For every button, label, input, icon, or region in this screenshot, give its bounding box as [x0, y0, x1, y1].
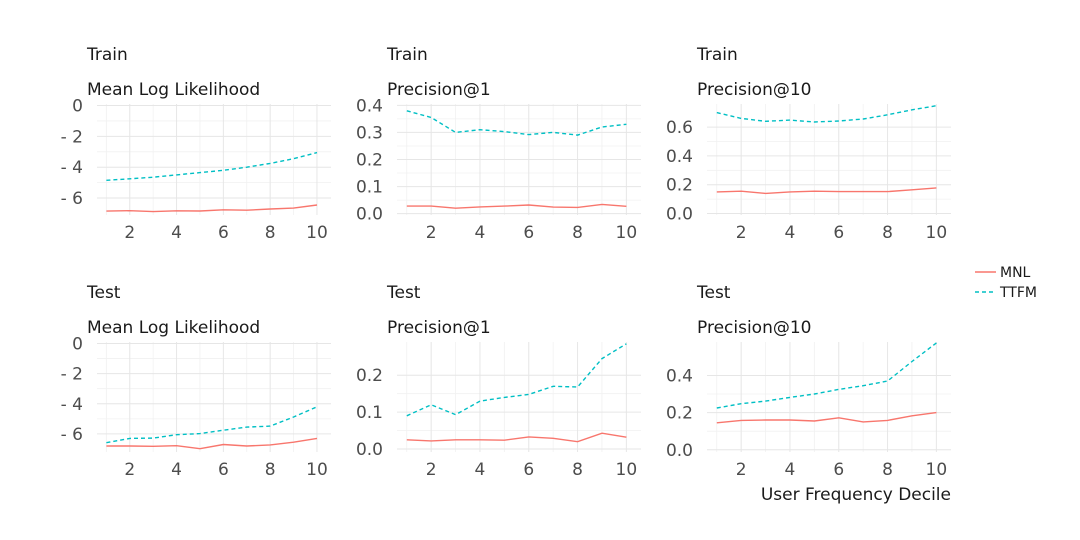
- facet-split-label: Train: [86, 45, 128, 65]
- series-line-mnl: [716, 187, 937, 195]
- series-line-mnl: [106, 437, 318, 450]
- y-tick-label: 0.2: [666, 404, 693, 424]
- facet-metric-label: Precision@1: [387, 80, 491, 100]
- y-tick-label: 0.6: [666, 118, 693, 138]
- facet-split-label: Train: [696, 45, 738, 65]
- y-tick-label: - 6: [61, 425, 83, 445]
- y-tick-label: - 4: [61, 158, 83, 178]
- x-tick-label: 10: [306, 223, 328, 243]
- legend-label-ttfm: TTFM: [999, 285, 1037, 301]
- y-tick-label: - 2: [61, 365, 83, 385]
- x-tick-label: 4: [475, 223, 486, 243]
- x-tick-label: 8: [882, 223, 893, 243]
- x-tick-label: 2: [426, 460, 437, 480]
- y-tick-label: 0: [72, 335, 83, 355]
- panel-3: 2 4 6 8 10 0.0 0.2 0.4 0.6 Train Precision@10: [666, 45, 951, 243]
- facet-split-label: Test: [696, 283, 731, 303]
- x-tick-label: 2: [124, 460, 135, 480]
- y-tick-label: 0.4: [666, 147, 693, 167]
- x-tick-label: 10: [306, 460, 328, 480]
- x-tick-label: 6: [218, 223, 229, 243]
- x-tick-label: 8: [265, 223, 276, 243]
- y-tick-label: - 6: [61, 189, 83, 209]
- y-tick-label: 0.0: [356, 205, 383, 225]
- x-axis-title: User Frequency Decile: [761, 485, 951, 505]
- x-tick-label: 4: [475, 460, 486, 480]
- y-tick-label: 0.3: [356, 123, 383, 143]
- y-tick-label: 0.4: [666, 366, 693, 386]
- y-tick-label: 0: [72, 97, 83, 117]
- facet-metric-label: Precision@10: [697, 318, 811, 338]
- facet-metric-label: Mean Log Likelihood: [87, 80, 260, 100]
- series-line-mnl: [106, 204, 318, 213]
- series-line-ttfm: [406, 343, 627, 417]
- x-tick-label: 4: [785, 223, 796, 243]
- y-tick-label: 0.1: [356, 178, 383, 198]
- x-tick-label: 8: [572, 460, 583, 480]
- x-tick-label: 10: [926, 223, 948, 243]
- facet-metric-label: Precision@10: [697, 80, 811, 100]
- y-tick-label: 0.1: [356, 403, 383, 423]
- series-line-mnl: [406, 432, 627, 443]
- series-line-mnl: [716, 411, 937, 424]
- x-tick-label: 6: [833, 223, 844, 243]
- x-tick-label: 8: [265, 460, 276, 480]
- y-tick-label: 0.0: [666, 441, 693, 461]
- x-tick-label: 6: [218, 460, 229, 480]
- x-tick-label: 8: [882, 460, 893, 480]
- series-line-ttfm: [406, 110, 627, 136]
- x-tick-label: 8: [572, 223, 583, 243]
- series-line-ttfm: [716, 342, 937, 409]
- x-tick-label: 6: [833, 460, 844, 480]
- x-tick-label: 10: [616, 460, 638, 480]
- panel-4: 2 4 6 8 10 0 - 2 - 4 - 6 Test Mean Log Likelihood: [61, 283, 331, 480]
- x-tick-label: 10: [616, 223, 638, 243]
- x-tick-label: 2: [426, 223, 437, 243]
- x-tick-label: 2: [124, 223, 135, 243]
- y-tick-label: 0.2: [666, 176, 693, 196]
- legend: MNL TTFM: [975, 265, 1037, 301]
- series-line-ttfm: [716, 105, 937, 123]
- x-tick-label: 2: [736, 223, 747, 243]
- y-tick-label: 0.2: [356, 366, 383, 386]
- x-tick-label: 2: [736, 460, 747, 480]
- series-line-ttfm: [106, 151, 318, 181]
- legend-label-mnl: MNL: [1000, 265, 1031, 281]
- panel-1: 2 4 6 8 10 0 - 2 - 4 - 6 Train Mean Log Likelihood: [61, 45, 331, 243]
- facet-metric-label: Precision@1: [387, 318, 491, 338]
- y-tick-label: - 2: [61, 127, 83, 147]
- y-tick-label: 0.0: [666, 205, 693, 225]
- y-tick-label: 0.2: [356, 151, 383, 171]
- panel-2: 2 4 6 8 10 0.0 0.1 0.2 0.3 0.4 Train Precision@1: [356, 45, 641, 243]
- x-tick-label: 6: [523, 223, 534, 243]
- y-tick-label: 0.4: [356, 96, 383, 116]
- x-tick-label: 4: [785, 460, 796, 480]
- series-line-mnl: [406, 203, 627, 209]
- facet-split-label: Test: [86, 283, 121, 303]
- panel-5: 2 4 6 8 10 0.0 0.1 0.2 Test Precision@1: [356, 283, 641, 480]
- x-tick-label: 4: [171, 460, 182, 480]
- facet-split-label: Train: [386, 45, 428, 65]
- series-line-ttfm: [106, 406, 318, 444]
- y-tick-label: 0.0: [356, 440, 383, 460]
- x-tick-label: 4: [171, 223, 182, 243]
- facet-metric-label: Mean Log Likelihood: [87, 318, 260, 338]
- x-tick-label: 10: [926, 460, 948, 480]
- y-tick-label: - 4: [61, 395, 83, 415]
- x-tick-label: 6: [523, 460, 534, 480]
- facet-split-label: Test: [386, 283, 421, 303]
- panel-6: 2 4 6 8 10 0.0 0.2 0.4 Test Precision@10: [666, 283, 951, 480]
